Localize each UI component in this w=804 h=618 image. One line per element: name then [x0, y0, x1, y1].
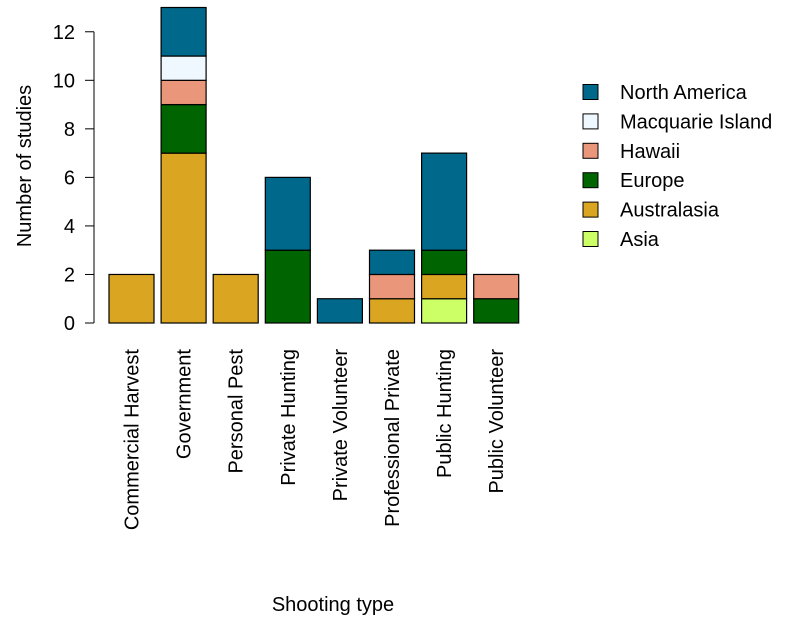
legend-swatch-europe — [582, 172, 599, 189]
y-tick-label-2: 2 — [64, 264, 75, 286]
bar-professional-private-australasia — [368, 298, 416, 324]
y-tick-label-8: 8 — [64, 119, 75, 141]
legend: North America Macquarie Island Hawaii Europ… — [582, 82, 772, 251]
y-tick-label-4: 4 — [64, 216, 75, 238]
x-tick-label-public-volunteer: Public Volunteer — [486, 349, 508, 494]
legend-swatch-macquarie-island — [582, 113, 599, 130]
bar-public-hunting-australasia — [421, 273, 468, 300]
bar-government-europe — [160, 103, 207, 154]
bar-government-hawaii — [160, 79, 207, 106]
y-tick-label-10: 10 — [53, 70, 75, 92]
x-tick-label-government: Government — [174, 349, 196, 459]
legend-swatch-hawaii — [582, 142, 599, 159]
x-tick-label-public-hunting: Public Hunting — [434, 349, 456, 478]
y-tick-label-12: 12 — [53, 22, 75, 44]
x-axis-label: Shooting type — [272, 594, 394, 616]
bar-professional-private-north-america — [368, 249, 416, 276]
bar-commercial-harvest-australasia — [108, 273, 155, 324]
y-tick-label-6: 6 — [64, 167, 75, 189]
bar-public-hunting-north-america — [421, 152, 468, 251]
legend-swatch-asia — [582, 231, 599, 247]
bar-professional-private-hawaii — [368, 273, 416, 300]
bar-public-volunteer-europe — [473, 298, 520, 324]
x-tick-label-private-volunteer: Private Volunteer — [330, 349, 352, 502]
x-tick-label-professional-private: Professional Private — [382, 349, 404, 527]
bar-public-hunting-asia — [421, 298, 468, 324]
x-tick-label-personal-pest: Personal Pest — [226, 349, 248, 474]
legend-label-asia: Asia — [620, 229, 660, 251]
legend-swatch-australasia — [582, 201, 599, 218]
legend-swatch-north-america — [582, 84, 599, 100]
bar-private-hunting-europe — [264, 249, 311, 324]
x-tick-label-private-hunting: Private Hunting — [278, 349, 300, 486]
bar-public-hunting-europe — [421, 249, 468, 276]
bar-government-north-america — [160, 6, 207, 57]
legend-label-europe: Europe — [620, 170, 685, 192]
y-axis-label: Number of studies — [14, 85, 36, 247]
bar-private-hunting-north-america — [264, 176, 311, 251]
bars — [108, 6, 520, 324]
legend-label-north-america: North America — [620, 82, 748, 104]
bar-public-volunteer-hawaii — [473, 273, 520, 300]
legend-label-australasia: Australasia — [620, 200, 720, 222]
bar-private-volunteer-north-america — [316, 298, 363, 324]
legend-label-macquarie-island: Macquarie Island — [620, 111, 772, 133]
x-tick-label-commercial-harvest: Commercial Harvest — [122, 349, 144, 531]
bar-personal-pest-australasia — [212, 273, 259, 324]
bar-government-macquarie-island — [160, 55, 207, 81]
legend-label-hawaii: Hawaii — [620, 141, 680, 163]
y-axis: 0 2 4 6 8 10 12 — [53, 22, 95, 335]
y-tick-label-0: 0 — [64, 313, 75, 335]
x-tick-labels: Commercial Harvest Government Personal Pes… — [122, 349, 509, 531]
bar-government-australasia — [160, 152, 207, 324]
